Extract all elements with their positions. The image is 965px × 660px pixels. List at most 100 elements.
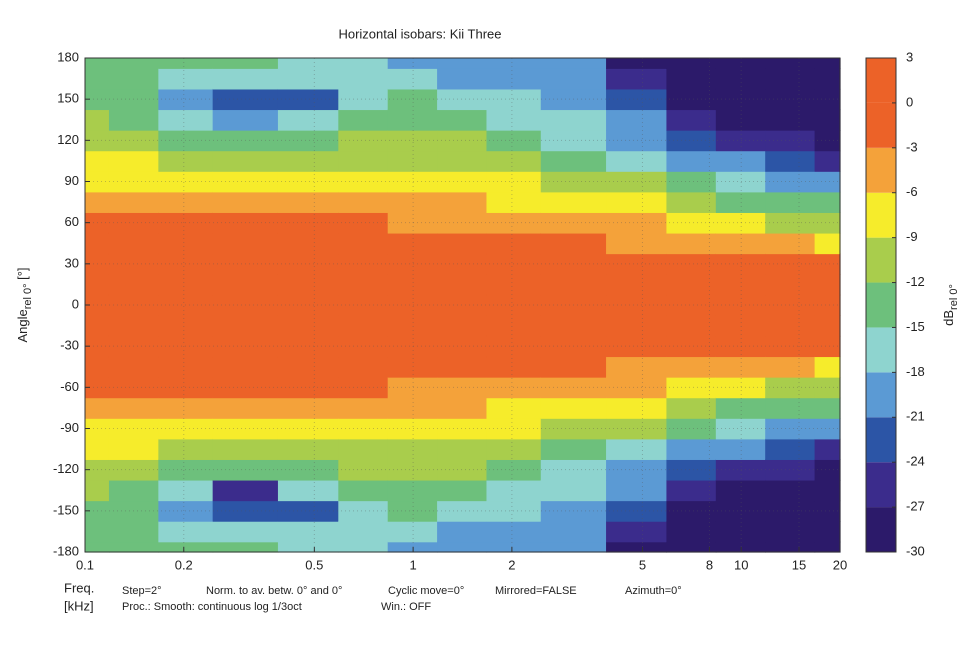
contour-cell bbox=[606, 356, 668, 378]
contour-cell bbox=[212, 109, 279, 131]
contour-cell bbox=[437, 150, 488, 172]
contour-cell bbox=[437, 274, 488, 296]
contour-cell bbox=[212, 438, 279, 460]
contour-cell bbox=[715, 191, 766, 213]
contour-cell bbox=[540, 356, 607, 378]
contour-cell bbox=[158, 315, 214, 337]
y-tick-label: -30 bbox=[60, 338, 79, 353]
contour-cell bbox=[85, 521, 110, 543]
contour-cell bbox=[212, 315, 279, 337]
contour-cell bbox=[606, 58, 668, 69]
contour-cell bbox=[437, 109, 488, 131]
contour-cell bbox=[606, 130, 668, 152]
contour-cell bbox=[338, 88, 389, 111]
contour-cell bbox=[814, 88, 841, 111]
contour-cell bbox=[85, 459, 110, 481]
contour-cell bbox=[814, 232, 841, 255]
colorbar-band bbox=[866, 192, 896, 238]
colorbar-band bbox=[866, 58, 896, 103]
y-label-unit: [°] bbox=[15, 267, 30, 283]
contour-cell bbox=[85, 88, 110, 111]
colorbar-band bbox=[866, 462, 896, 508]
contour-cell bbox=[212, 500, 279, 522]
contour-cell bbox=[715, 418, 766, 440]
contour-cell bbox=[715, 212, 766, 234]
contour-cell bbox=[85, 212, 110, 234]
contour-cell bbox=[158, 109, 214, 131]
contour-cell bbox=[387, 191, 438, 213]
contour-cell bbox=[486, 315, 542, 337]
contour-cell bbox=[715, 521, 766, 543]
contour-cell bbox=[387, 438, 438, 460]
contour-cell bbox=[85, 232, 110, 255]
axes: 0.1 0.2 0.5 1 2 5 8 10 15 20 -180 -150 -120 -90 -60 -30… bbox=[53, 49, 847, 572]
contour-cell bbox=[606, 171, 668, 193]
contour-cell bbox=[158, 335, 214, 358]
contour-cell bbox=[486, 541, 542, 553]
contour-cell bbox=[85, 253, 110, 275]
contour-cell bbox=[108, 438, 159, 460]
colorbar-tick-label: -9 bbox=[906, 229, 918, 244]
colorbar-band bbox=[866, 507, 896, 552]
contour-cell bbox=[108, 294, 159, 316]
contour-cell bbox=[158, 68, 214, 90]
x-axis-label: Freq. bbox=[64, 580, 94, 595]
contour-cell bbox=[814, 109, 841, 131]
contour-cell bbox=[486, 459, 542, 481]
contour-cell bbox=[606, 315, 668, 337]
contour-cell bbox=[814, 335, 841, 358]
contour-cell bbox=[666, 171, 717, 193]
contour-cell bbox=[666, 191, 717, 213]
contour-cell bbox=[486, 253, 542, 275]
contour-cell bbox=[814, 212, 841, 234]
contour-cell bbox=[212, 479, 279, 502]
contour-cell bbox=[277, 294, 339, 316]
footer-setting: Norm. to av. betw. 0° and 0° bbox=[206, 585, 342, 597]
contour-cell bbox=[277, 58, 339, 69]
contour-cell bbox=[212, 191, 279, 213]
contour-cell bbox=[715, 68, 766, 90]
contour-cell bbox=[277, 418, 339, 440]
contour-cell bbox=[814, 68, 841, 90]
contour-cell bbox=[540, 109, 607, 131]
contour-cell bbox=[666, 541, 717, 553]
contour-cell bbox=[606, 418, 668, 440]
y-tick-label: 120 bbox=[57, 132, 79, 147]
contour-cell bbox=[108, 418, 159, 440]
contour-cell bbox=[158, 294, 214, 316]
colorbar-tick-label: -30 bbox=[906, 543, 925, 558]
y-tick-label: 30 bbox=[65, 255, 79, 270]
contour-cell bbox=[387, 521, 438, 543]
contour-cell bbox=[85, 68, 110, 90]
contour-cell bbox=[437, 171, 488, 193]
contour-cell bbox=[108, 335, 159, 358]
contour-cell bbox=[338, 541, 389, 553]
colorbar-band bbox=[866, 372, 896, 418]
contour-cell bbox=[540, 377, 607, 399]
contour-cell bbox=[212, 356, 279, 378]
contour-cell bbox=[540, 397, 607, 419]
contour-cell bbox=[108, 212, 159, 234]
contour-cell bbox=[387, 356, 438, 378]
contour-cell bbox=[606, 191, 668, 213]
contour-cell bbox=[212, 171, 279, 193]
contour-cell bbox=[606, 438, 668, 460]
contour-cell bbox=[158, 479, 214, 502]
contour-cell bbox=[85, 109, 110, 131]
contour-cell bbox=[338, 109, 389, 131]
contour-cell bbox=[277, 521, 339, 543]
contour-cell bbox=[765, 191, 816, 213]
contour-cell bbox=[277, 315, 339, 337]
contour-cell bbox=[666, 274, 717, 296]
contour-cell bbox=[715, 479, 766, 502]
contour-cell bbox=[540, 130, 607, 152]
contour-cell bbox=[277, 479, 339, 502]
colorbar-tick-label: 3 bbox=[906, 49, 913, 64]
contour-cell bbox=[437, 253, 488, 275]
contour-cell bbox=[715, 88, 766, 111]
contour-cell bbox=[486, 356, 542, 378]
contour-cell bbox=[486, 418, 542, 440]
contour-cell bbox=[277, 541, 339, 553]
contour-cell bbox=[765, 335, 816, 358]
contour-cell bbox=[715, 294, 766, 316]
